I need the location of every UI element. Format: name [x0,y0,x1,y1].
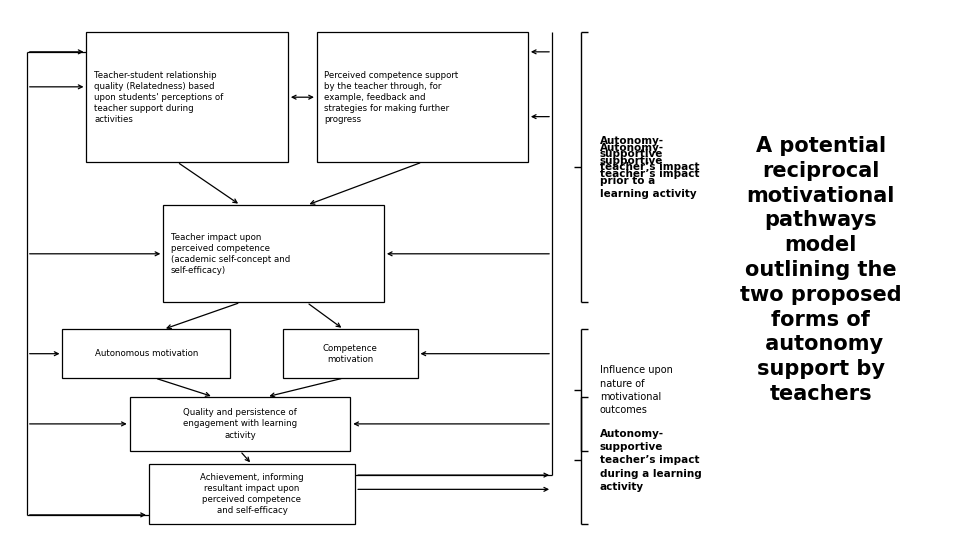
Bar [149,464,355,524]
Text: Quality and persistence of
engagement with learning
activity: Quality and persistence of engagement wi… [183,408,297,440]
Text: Achievement, informing
resultant impact upon
perceived competence
and self-effic: Achievement, informing resultant impact … [201,473,303,515]
Text: Autonomy-
supportive
teacher’s impact
prior to a
learning activity: Autonomy- supportive teacher’s impact pr… [600,136,700,199]
Text: Teacher impact upon
perceived competence
(academic self-concept and
self-efficac: Teacher impact upon perceived competence… [171,233,290,275]
Bar [86,32,288,162]
Text: Competence
motivation: Competence motivation [323,343,378,364]
Bar [62,329,230,378]
Bar [283,329,418,378]
Bar [163,205,384,302]
Text: Influence upon
nature of
motivational
outcomes: Influence upon nature of motivational ou… [600,366,673,415]
Text: Teacher-student relationship
quality (Relatedness) based
upon students' percepti: Teacher-student relationship quality (Re… [94,71,224,124]
Text: Autonomy-
supportive
teacher’s impact: Autonomy- supportive teacher’s impact [600,143,700,192]
Text: A potential
reciprocal
motivational
pathways
model
outlining the
two proposed
fo: A potential reciprocal motivational path… [740,136,901,404]
Bar [317,32,528,162]
Text: Perceived competence support
by the teacher through, for
example, feedback and
s: Perceived competence support by the teac… [324,71,459,124]
Text: Autonomous motivation: Autonomous motivation [95,349,198,358]
Text: Autonomy-
supportive
teacher’s impact
during a learning
activity: Autonomy- supportive teacher’s impact du… [600,429,702,492]
Bar [130,397,350,451]
